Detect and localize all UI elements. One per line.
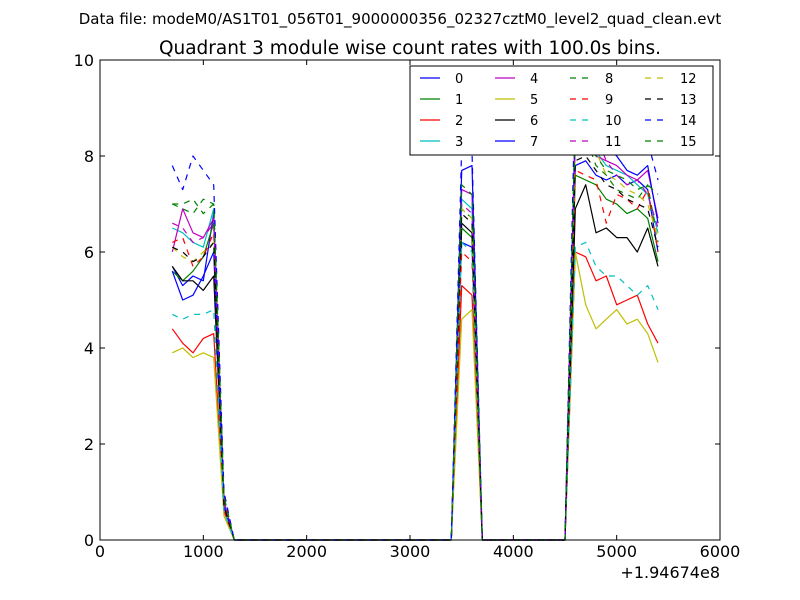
y-tick-label: 4 <box>84 339 94 358</box>
legend-label-1: 1 <box>455 93 463 108</box>
legend-label-12: 12 <box>680 72 697 87</box>
x-axis-offset-label: +1.94674e8 <box>620 563 720 582</box>
legend-label-14: 14 <box>680 114 697 129</box>
x-tick-label: 5000 <box>596 542 637 561</box>
legend-frame <box>409 65 714 156</box>
chart-title: Quadrant 3 module wise count rates with … <box>159 38 661 59</box>
series-line-2 <box>171 251 659 541</box>
y-tick-label: 6 <box>84 243 94 262</box>
series-line-15 <box>172 126 659 541</box>
series-line-0 <box>171 160 659 541</box>
legend-label-6: 6 <box>530 114 538 129</box>
series-line-9 <box>172 169 659 541</box>
x-tick-label: 1000 <box>183 542 224 561</box>
x-tick-label: 3000 <box>390 542 431 561</box>
series-line-3 <box>172 131 659 541</box>
series-line-6 <box>171 184 659 541</box>
legend-label-11: 11 <box>605 135 622 150</box>
series-line-1 <box>171 174 659 541</box>
series-line-8 <box>172 107 659 541</box>
legend-label-2: 2 <box>455 114 463 129</box>
series-line-10 <box>172 241 659 541</box>
legend-label-13: 13 <box>680 93 697 108</box>
legend-label-5: 5 <box>530 93 538 108</box>
x-tick-label: 6000 <box>700 542 741 561</box>
data-file-supertitle: Data file: modeM0/AS1T01_056T01_90000003… <box>79 10 722 29</box>
legend-label-9: 9 <box>605 93 613 108</box>
legend-label-7: 7 <box>530 135 538 150</box>
series-line-4 <box>171 126 659 541</box>
legend-label-4: 4 <box>530 72 538 87</box>
legend-label-3: 3 <box>455 135 463 150</box>
y-tick-label: 8 <box>84 147 94 166</box>
series-line-12 <box>171 136 659 541</box>
x-tick-label: 4000 <box>493 542 534 561</box>
series-line-5 <box>172 251 659 541</box>
series-line-13 <box>172 155 659 541</box>
y-tick-label: 10 <box>74 51 94 70</box>
x-tick-label: 0 <box>95 542 105 561</box>
legend-label-10: 10 <box>605 114 622 129</box>
x-tick-label: 2000 <box>286 542 327 561</box>
y-tick-label: 0 <box>84 531 94 550</box>
legend-label-15: 15 <box>680 135 697 150</box>
series-line-7 <box>171 107 659 541</box>
legend-label-0: 0 <box>455 72 463 87</box>
y-tick-label: 2 <box>84 435 94 454</box>
series-line-11 <box>172 131 659 541</box>
legend-label-8: 8 <box>605 72 613 87</box>
